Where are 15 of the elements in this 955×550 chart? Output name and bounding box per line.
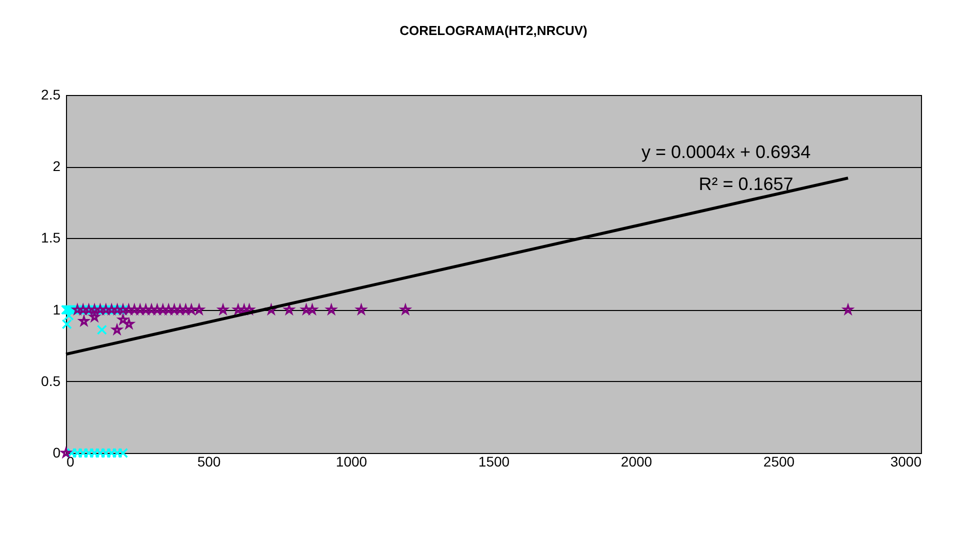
- chart-title: CORELOGRAMA(HT2,NRCUV): [400, 23, 588, 38]
- annotation: R² = 0.1657: [698, 174, 794, 194]
- y-tick-label: 2: [52, 158, 61, 174]
- x-tick-label: 500: [197, 454, 221, 470]
- x-tick-label: 0: [66, 454, 74, 470]
- x-tick-label: 1000: [336, 454, 368, 470]
- y-tick-label: 1: [52, 301, 61, 318]
- y-tick-label: 1.5: [41, 230, 61, 246]
- annotation: y = 0.0004x + 0.6934: [641, 142, 811, 162]
- x-tick-label: 2500: [763, 454, 795, 470]
- y-tick-label: 2.5: [41, 86, 61, 102]
- y-tick-label: 0.5: [41, 372, 61, 389]
- x-tick-label: 2000: [620, 454, 652, 470]
- x-tick-label: 1500: [478, 454, 510, 470]
- x-tick-label: 3000: [890, 454, 922, 470]
